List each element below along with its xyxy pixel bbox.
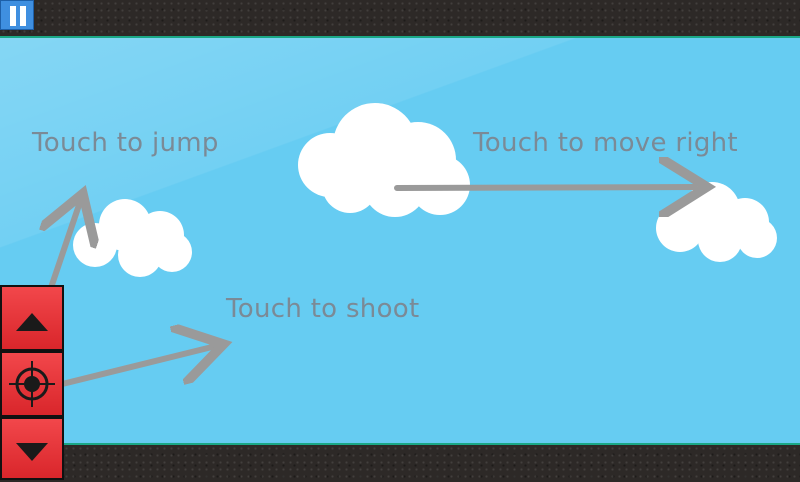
cloud-right <box>656 182 777 262</box>
arrow-move-right <box>394 187 695 188</box>
down-triangle-icon <box>16 443 48 461</box>
crosshair-icon <box>9 361 55 407</box>
hint-shoot: Touch to shoot <box>226 294 420 324</box>
cloud-large <box>298 103 470 217</box>
top-bar <box>0 0 800 38</box>
pause-icon-bar <box>20 6 26 26</box>
hint-move-right: Touch to move right <box>473 128 738 158</box>
arrow-shoot <box>35 347 212 393</box>
jump-button[interactable] <box>0 285 64 351</box>
down-button[interactable] <box>0 417 64 480</box>
up-triangle-icon <box>16 313 48 331</box>
pause-button[interactable] <box>0 0 34 30</box>
shoot-button[interactable] <box>0 351 64 417</box>
hint-jump: Touch to jump <box>32 128 219 158</box>
ground-bar <box>0 443 800 482</box>
pause-icon <box>10 6 16 26</box>
cloud-left <box>73 199 192 277</box>
